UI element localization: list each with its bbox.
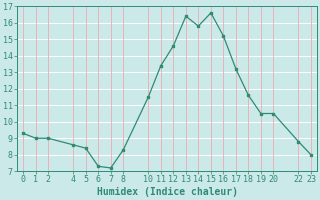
X-axis label: Humidex (Indice chaleur): Humidex (Indice chaleur) xyxy=(97,187,237,197)
